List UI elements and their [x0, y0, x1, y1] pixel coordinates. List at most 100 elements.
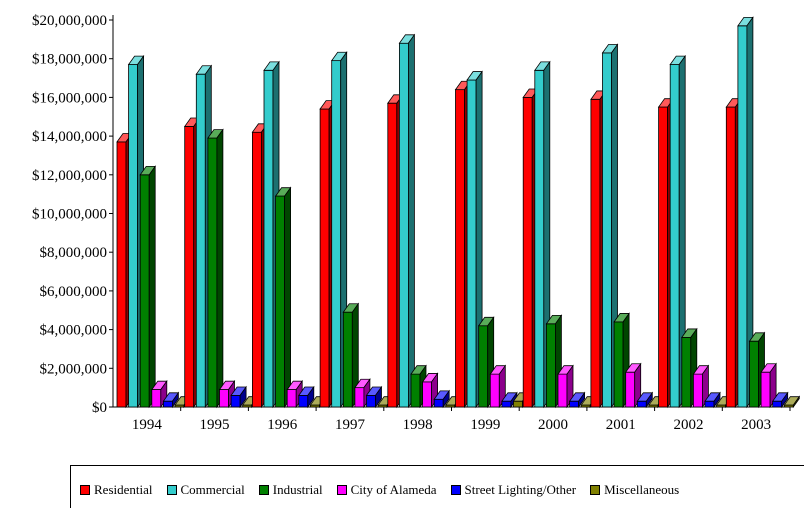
bar [230, 385, 247, 409]
bar-front [772, 400, 783, 408]
x-tick-label: 1999 [470, 417, 500, 433]
bar-front [681, 336, 692, 408]
y-tick-label: $14,000,000 [32, 129, 107, 145]
bar-front [219, 389, 229, 408]
bar [771, 391, 789, 409]
y-tick-label: $20,000,000 [32, 13, 107, 29]
bar-front [760, 371, 771, 408]
bar-side [645, 391, 653, 409]
y-tick-label: $6,000,000 [40, 284, 108, 300]
bar-front [151, 389, 162, 408]
bar [274, 186, 292, 409]
y-tick-label: $0 [92, 400, 107, 416]
y-axis: $0 $2,000,000 $4,000,000 $6,000,000 $8,000,0… [32, 13, 114, 416]
x-tick-label: 1998 [403, 417, 433, 433]
legend-item: Residential [80, 482, 153, 498]
bar-front [590, 98, 601, 408]
bar-front [534, 69, 545, 408]
bar [433, 389, 450, 409]
bar-front [184, 126, 195, 408]
bar-front [737, 25, 748, 408]
bar [162, 391, 180, 409]
bar [636, 391, 654, 409]
y-tick-label: $18,000,000 [32, 52, 107, 68]
bar-side [442, 389, 450, 409]
bar-front [704, 400, 715, 408]
bar-front [489, 373, 500, 408]
bars [116, 16, 801, 409]
bar-side [216, 128, 224, 409]
legend-swatch [590, 485, 601, 495]
bar-front [286, 389, 297, 408]
bar [489, 364, 507, 409]
bar-front [658, 106, 668, 408]
bar-front [342, 311, 353, 408]
bar-front [387, 102, 398, 408]
bar-front [569, 400, 579, 408]
bar [692, 364, 710, 409]
bar [398, 33, 416, 409]
legend-item: Street Lighting/Other [450, 482, 577, 498]
bar-side [375, 385, 382, 409]
bar-front [410, 373, 421, 408]
bar-front [725, 106, 736, 408]
bar-front [207, 137, 218, 408]
bar-side [792, 395, 800, 409]
x-tick-label: 2001 [606, 417, 636, 433]
bar-front [319, 108, 330, 408]
legend-swatch [166, 485, 177, 495]
legend-row: Residential Commercial Industrial City of A… [80, 482, 679, 498]
legend-label: Residential [94, 482, 153, 497]
bar-front [128, 64, 139, 408]
bar-front [466, 79, 477, 408]
legend-swatch [336, 485, 347, 495]
legend-label: Street Lighting/Other [464, 482, 577, 497]
bar-front [162, 400, 173, 408]
legend-swatch [80, 485, 90, 495]
bar [737, 16, 754, 409]
bar-front [433, 398, 444, 408]
x-tick-label: 1997 [335, 417, 366, 433]
bar-side [713, 391, 721, 409]
bar-front [230, 394, 241, 408]
legend: Residential Commercial Industrial City of A… [70, 465, 804, 508]
bar-side [578, 391, 585, 409]
x-tick-label: 2002 [673, 417, 703, 433]
bar-side [407, 33, 415, 409]
bar-side [284, 186, 292, 409]
bar-front [557, 373, 568, 408]
bar-front [195, 73, 206, 408]
bar-side [148, 165, 156, 409]
bar-side [171, 391, 179, 409]
bar-front [693, 373, 703, 408]
bar-side [239, 385, 247, 409]
bar-front [398, 42, 409, 408]
y-tick-label: $2,000,000 [40, 361, 108, 377]
bar [783, 395, 801, 409]
legend-item: Commercial [166, 482, 245, 498]
x-tick-label: 1996 [267, 417, 298, 433]
bar-front [749, 340, 759, 408]
legend-label: Miscellaneous [604, 482, 680, 497]
bar [681, 327, 698, 409]
bar-front [331, 60, 342, 408]
bar [704, 391, 721, 409]
bar-front [275, 195, 286, 408]
x-tick-label: 2003 [741, 417, 771, 433]
y-tick-label: $10,000,000 [32, 207, 107, 223]
legend-label: Industrial [272, 482, 323, 497]
bar [298, 385, 315, 409]
bar [354, 378, 371, 409]
bar-front [546, 323, 556, 408]
bar [669, 54, 686, 409]
bar-front [669, 64, 680, 408]
bar-side [307, 385, 315, 409]
bar-front [116, 141, 127, 408]
bar [501, 391, 518, 409]
legend-item: Miscellaneous [590, 482, 679, 498]
bar-front [478, 325, 489, 408]
legend-swatch [450, 485, 461, 495]
bar-front [263, 69, 274, 408]
bar [601, 43, 619, 409]
x-tick-label: 1994 [132, 417, 163, 433]
